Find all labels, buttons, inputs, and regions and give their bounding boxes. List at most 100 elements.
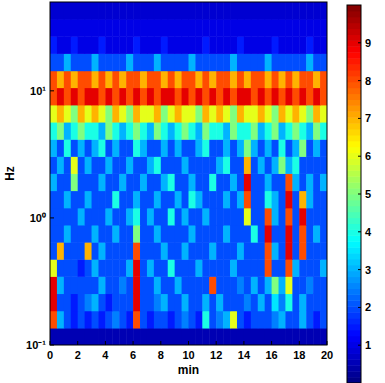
y-tick-label: 10⁻¹: [26, 339, 46, 351]
cell: [202, 191, 209, 209]
cell: [105, 2, 112, 20]
cell: [202, 173, 209, 191]
cell: [98, 53, 105, 71]
cell: [133, 225, 140, 243]
cell: [92, 156, 99, 174]
cell: [161, 208, 168, 226]
cell: [182, 19, 189, 37]
colorbar-segment: [347, 218, 361, 224]
colorbar-tick: [358, 231, 361, 232]
cell: [112, 328, 119, 345]
cell: [105, 36, 112, 54]
cell: [202, 276, 209, 294]
cell: [223, 19, 230, 37]
cell: [251, 71, 258, 88]
cell: [230, 53, 237, 71]
cell: [195, 225, 202, 243]
cell: [223, 191, 230, 209]
cell: [175, 36, 182, 54]
cell: [299, 242, 306, 260]
cell: [209, 173, 216, 191]
cell: [216, 156, 223, 174]
cell: [279, 105, 286, 123]
cell: [154, 208, 161, 226]
cell: [119, 173, 126, 191]
cell: [320, 225, 327, 243]
cell: [244, 328, 251, 345]
y-tick: [50, 90, 54, 91]
cell: [223, 242, 230, 260]
cell: [175, 173, 182, 191]
cell: [168, 208, 175, 226]
x-tick-label: 0: [47, 349, 53, 361]
cell: [119, 259, 126, 277]
colorbar-segment: [347, 35, 361, 41]
cell: [85, 259, 92, 277]
cell: [50, 88, 57, 106]
colorbar-tick-label: 6: [365, 150, 371, 162]
cell: [64, 19, 71, 37]
cell: [140, 225, 147, 243]
cell: [313, 242, 320, 260]
colorbar-segment: [347, 235, 361, 241]
cell: [279, 139, 286, 157]
cell: [92, 225, 99, 243]
cell: [168, 71, 175, 88]
cell: [272, 328, 279, 345]
cell: [306, 105, 313, 123]
cell: [98, 259, 105, 277]
cell: [216, 19, 223, 37]
colorbar-segment: [347, 277, 361, 283]
cell: [140, 259, 147, 277]
cell: [223, 328, 230, 345]
cell: [182, 2, 189, 20]
cell: [112, 139, 119, 157]
cell: [140, 156, 147, 174]
cell: [195, 19, 202, 37]
cell: [50, 328, 57, 345]
cell: [223, 53, 230, 71]
cell: [195, 173, 202, 191]
cell: [78, 242, 85, 260]
cell: [71, 105, 78, 123]
x-tick-label: 12: [210, 349, 222, 361]
cell: [105, 225, 112, 243]
cell: [140, 242, 147, 260]
cell: [126, 53, 133, 71]
cell: [258, 173, 265, 191]
cell: [209, 71, 216, 88]
cell: [98, 225, 105, 243]
cell: [313, 36, 320, 54]
cell: [64, 242, 71, 260]
cell: [161, 225, 168, 243]
cell: [85, 173, 92, 191]
cell: [285, 2, 292, 20]
cell: [209, 191, 216, 209]
cell: [71, 88, 78, 106]
cell: [244, 53, 251, 71]
cell: [209, 311, 216, 329]
cell: [85, 328, 92, 345]
cell: [237, 105, 244, 123]
cell: [285, 173, 292, 191]
cell: [279, 36, 286, 54]
cell: [161, 328, 168, 345]
cell: [133, 71, 140, 88]
cell: [258, 105, 265, 123]
cell: [126, 242, 133, 260]
cell: [85, 53, 92, 71]
colorbar-segment: [347, 40, 361, 46]
cell: [57, 208, 64, 226]
cell: [272, 191, 279, 209]
cell: [154, 191, 161, 209]
cell: [320, 88, 327, 106]
cell: [126, 36, 133, 54]
cell: [57, 259, 64, 277]
colorbar-tick: [358, 269, 361, 270]
y-tick-label: 10¹: [30, 85, 46, 97]
cell: [244, 225, 251, 243]
cell: [50, 105, 57, 123]
cell: [230, 36, 237, 54]
cell: [92, 88, 99, 106]
x-tick: [105, 341, 106, 345]
